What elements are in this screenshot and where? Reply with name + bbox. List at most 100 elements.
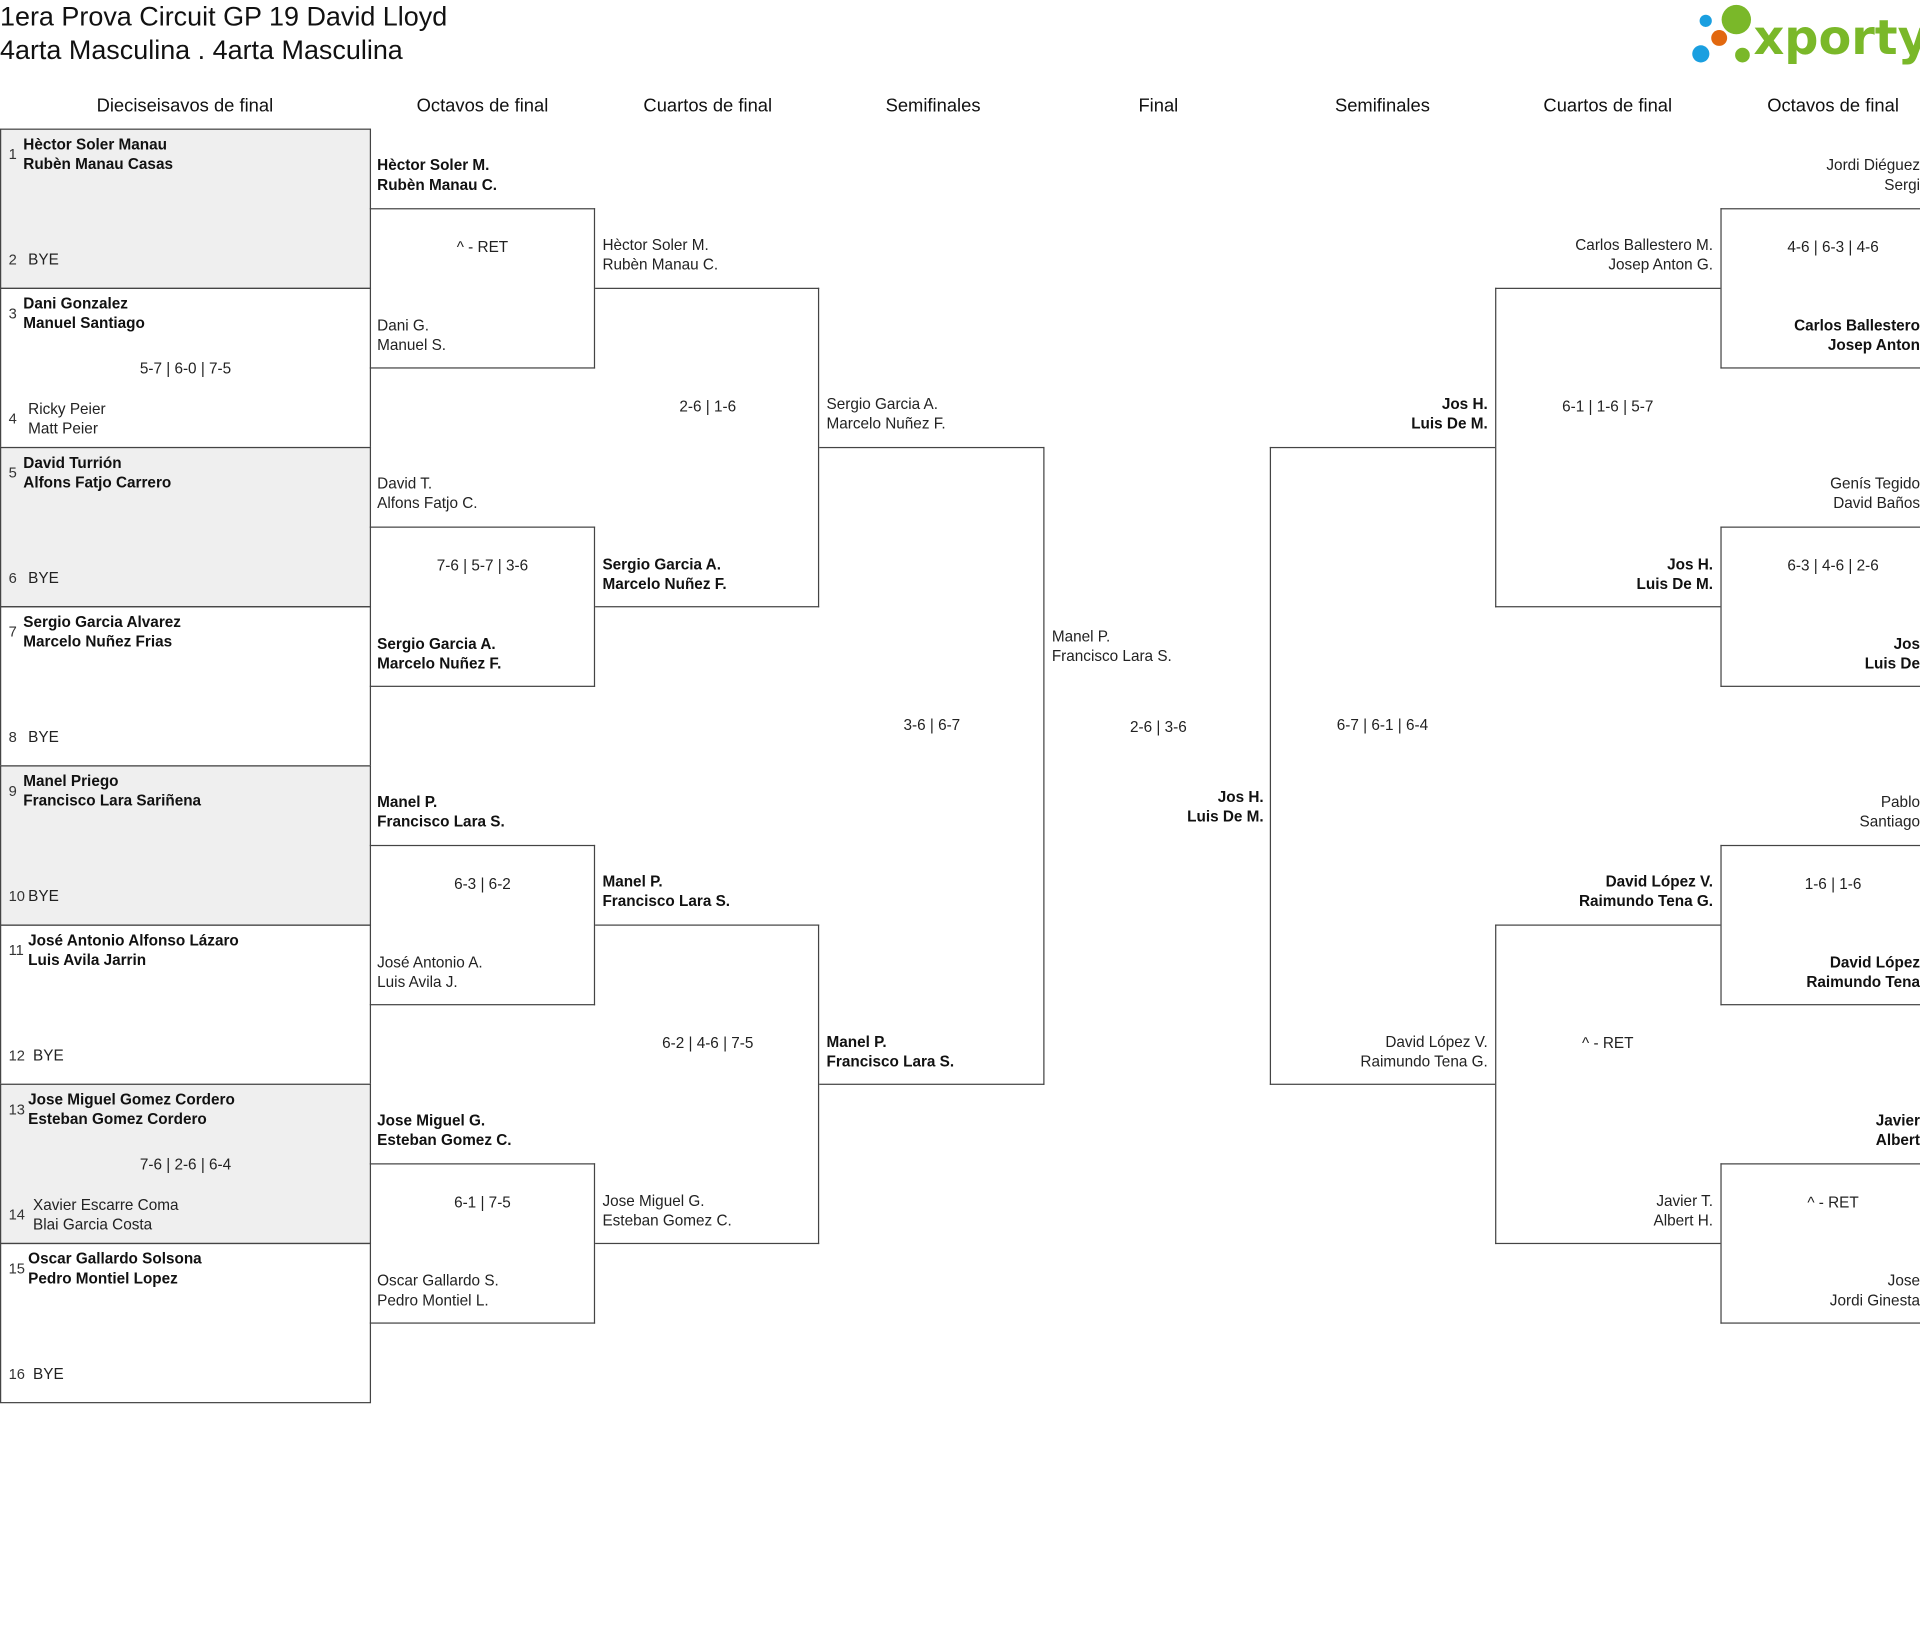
seed-number: 8 (8, 728, 17, 746)
player-name: José Antonio Alfonso Lázaro (28, 931, 239, 949)
player-name: Marcelo Nuñez F. (377, 654, 502, 672)
match-connector (819, 446, 1045, 1085)
match-connector (595, 924, 820, 1245)
player-name: Jordi Diéguez (1826, 156, 1920, 174)
player-name: Francisco Lara S. (826, 1052, 955, 1070)
bye-label: BYE (28, 569, 59, 587)
player-name: Francisco Lara Sariñena (23, 791, 202, 809)
player-name: Hèctor Soler M. (602, 236, 709, 254)
match-connector (1269, 446, 1496, 1085)
player-name: Rubèn Manau C. (602, 255, 719, 273)
match-connector (1495, 287, 1721, 608)
round-header-1: Dieciseisavos de final (96, 95, 274, 117)
match-score: 6-1 | 1-6 | 5-7 (1562, 397, 1654, 415)
match-connector (1720, 1163, 1920, 1324)
player-name: Alfons Fatjo Carrero (23, 473, 172, 491)
player-name: Blai Garcia Costa (33, 1215, 153, 1233)
match-connector (369, 526, 596, 687)
bye-label: BYE (28, 728, 59, 746)
match-score: 6-2 | 4-6 | 7-5 (662, 1034, 754, 1052)
player-name: Sergio Garcia A. (377, 635, 496, 653)
player-name: Dani G. (377, 317, 430, 335)
match-score: ^ - RET (1807, 1193, 1859, 1211)
round-header-2: Octavos de final (416, 95, 549, 117)
match-score: 7-6 | 5-7 | 3-6 (436, 556, 529, 574)
player-name: Javier (1875, 1111, 1920, 1129)
player-name: Santiago (1859, 812, 1920, 830)
player-name: Oscar Gallardo Solsona (28, 1250, 202, 1268)
seed-number: 14 (8, 1206, 25, 1224)
match-connector (369, 844, 596, 1006)
bye-label: BYE (33, 1046, 64, 1065)
player-name: Sergio Garcia Alvarez (23, 613, 181, 631)
player-name: Jose Miguel G. (602, 1192, 705, 1210)
seed-number: 9 (8, 782, 17, 800)
player-name: Raimundo Tena G. (1360, 1052, 1488, 1070)
first-round-match[interactable]: 3 Dani Gonzalez Manuel Santiago 4 Ricky Peie… (0, 287, 372, 449)
player-name: Hèctor Soler Manau (23, 135, 168, 154)
round-header-4: Semifinales (885, 95, 981, 117)
round-header-5: Final (1138, 95, 1179, 117)
seed-number: 6 (8, 569, 17, 587)
seed-number: 7 (8, 623, 17, 641)
player-name: Sergio Garcia A. (826, 395, 938, 413)
player-name: Manel Priego (23, 772, 119, 790)
match-score: 2-6 | 1-6 (679, 397, 737, 415)
player-name: Francisco Lara S. (1051, 647, 1172, 665)
player-name: Oscar Gallardo S. (377, 1272, 499, 1290)
final-score: 2-6 | 3-6 (1129, 718, 1187, 736)
player-name: Esteban Gomez C. (377, 1130, 512, 1148)
player-name: Josep Anton (1827, 336, 1920, 354)
player-name: Jos H. (1217, 788, 1264, 806)
player-name: Sergi (1884, 175, 1920, 193)
first-round-match[interactable]: 7 Sergio Garcia Alvarez Marcelo Nuñez Fria… (0, 606, 372, 767)
player-name: Hèctor Soler M. (377, 156, 490, 174)
match-score: 4-6 | 6-3 | 4-6 (1787, 238, 1879, 256)
player-name: Carlos Ballestero M. (1575, 236, 1714, 254)
player-name: Raimundo Tena G. (1578, 892, 1714, 910)
bye-label: BYE (28, 251, 59, 269)
player-name: David López (1829, 953, 1920, 972)
first-round-match[interactable]: 9 Manel Priego Francisco Lara Sariñena 10 BY… (0, 765, 372, 926)
match-score: 6-3 | 4-6 | 2-6 (1787, 556, 1879, 574)
player-name: Dani Gonzalez (23, 295, 128, 313)
player-name: Esteban Gomez Cordero (28, 1110, 207, 1128)
round-header-6: Semifinales (1334, 95, 1430, 117)
player-name: Manel P. (826, 1033, 887, 1051)
player-name: Carlos Ballestero (1794, 317, 1920, 335)
player-name: Marcelo Nuñez F. (602, 574, 727, 593)
first-round-match[interactable]: 5 David Turrión Alfons Fatjo Carrero 6 BYE (0, 446, 372, 608)
seed-number: 13 (8, 1100, 25, 1118)
player-name: David T. (377, 475, 433, 493)
seed-number: 5 (8, 464, 17, 482)
player-name: Genís Tegido (1830, 475, 1920, 493)
match-score: ^ - RET (1582, 1034, 1634, 1052)
seed-number: 12 (8, 1046, 25, 1065)
player-name: Luis Avila Jarrin (28, 950, 147, 968)
player-name: Albert (1875, 1130, 1920, 1148)
match-score: ^ - RET (456, 238, 509, 256)
first-round-match[interactable]: 13 Jose Miguel Gomez Cordero Esteban Gomez… (0, 1083, 372, 1245)
match-score: 6-1 | 7-5 (454, 1193, 511, 1211)
match-score: 1-6 | 1-6 (1804, 874, 1862, 893)
match-connector (369, 1163, 596, 1324)
player-name: Alfons Fatjo C. (377, 494, 478, 512)
player-name: Javier T. (1656, 1192, 1714, 1210)
player-name: David Turrión (23, 454, 122, 472)
player-name: Rubèn Manau Casas (23, 154, 173, 173)
first-round-match[interactable]: 1 Hèctor Soler Manau Rubèn Manau Casas 2 BYE (0, 128, 372, 289)
bye-label: BYE (33, 1365, 64, 1383)
first-round-match[interactable]: 15 Oscar Gallardo Solsona Pedro Montiel Lo… (0, 1242, 372, 1404)
match-connector (595, 287, 820, 608)
player-name: Albert H. (1653, 1211, 1714, 1229)
player-name: Luis De M. (1187, 807, 1264, 825)
player-name: Pablo (1880, 793, 1920, 811)
match-connector (1495, 924, 1721, 1245)
player-name: José Antonio A. (377, 953, 483, 972)
player-name: David López V. (1605, 873, 1714, 891)
player-name: Francisco Lara S. (602, 892, 731, 910)
player-name: Ricky Peier (28, 400, 106, 418)
player-name: Luis De M. (1636, 574, 1714, 593)
first-round-match[interactable]: 11 José Antonio Alfonso Lázaro Luis Avila … (0, 924, 372, 1085)
